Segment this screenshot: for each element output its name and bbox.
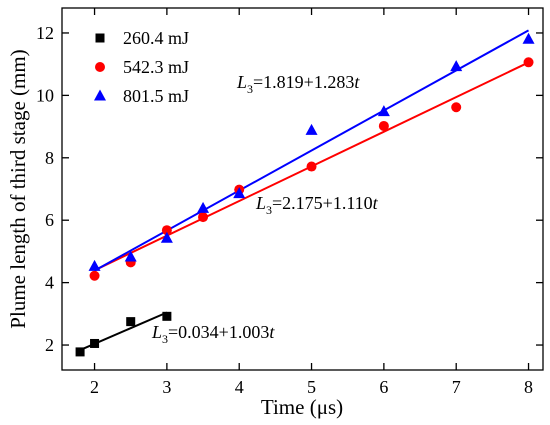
- x-tick-label: 2: [90, 377, 99, 397]
- y-axis-label: Plume length of third stage (mm): [6, 49, 30, 328]
- data-point: [523, 57, 534, 68]
- data-point: [88, 259, 101, 271]
- x-tick-label: 3: [162, 377, 171, 397]
- y-tick-label: 12: [36, 23, 54, 43]
- data-point: [160, 231, 173, 243]
- fit-equations: L3=0.034+1.003t L3=2.175+1.110t L3=1.819+1…: [151, 72, 379, 346]
- data-point: [378, 120, 389, 131]
- legend-marker: [95, 33, 105, 43]
- data-point: [306, 161, 317, 172]
- axis-ticks: 2 3 4 5 6 7 8 2 4 6 8 10 12: [36, 8, 543, 397]
- legend-marker: [95, 62, 105, 72]
- data-point: [450, 60, 463, 72]
- legend-label: 542.3 mJ: [123, 57, 189, 77]
- data-points: [75, 32, 535, 357]
- x-axis-label: Time (μs): [261, 395, 343, 419]
- legend-label: 801.5 mJ: [123, 86, 189, 106]
- legend-marker: [94, 89, 106, 101]
- legend: 260.4 mJ 542.3 mJ 801.5 mJ: [94, 28, 189, 106]
- x-tick-label: 8: [524, 377, 533, 397]
- fit-equation: L3=0.034+1.003t: [151, 322, 275, 346]
- y-tick-label: 6: [45, 210, 54, 230]
- data-point: [197, 201, 210, 213]
- y-tick-label: 4: [45, 273, 54, 293]
- data-point: [451, 102, 462, 113]
- data-point: [305, 123, 318, 135]
- x-tick-label: 4: [235, 377, 244, 397]
- x-tick-label: 7: [452, 377, 461, 397]
- x-tick-label: 5: [307, 377, 316, 397]
- data-point: [377, 105, 390, 117]
- data-point: [126, 317, 136, 327]
- legend-label: 260.4 mJ: [123, 28, 189, 48]
- data-point: [90, 338, 100, 348]
- data-point: [233, 187, 246, 199]
- data-point: [75, 347, 85, 357]
- data-point: [161, 225, 172, 236]
- data-point: [162, 311, 172, 321]
- y-tick-label: 8: [45, 148, 54, 168]
- data-point: [522, 32, 535, 44]
- x-tick-label: 6: [379, 377, 388, 397]
- data-point: [198, 212, 209, 223]
- plot-frame: [61, 7, 544, 371]
- data-point: [89, 270, 100, 281]
- y-tick-label: 2: [45, 335, 54, 355]
- y-tick-label: 10: [36, 85, 54, 105]
- fit-equation: L3=1.819+1.283t: [236, 72, 360, 96]
- fit-equation: L3=2.175+1.110t: [255, 193, 379, 217]
- data-point: [124, 250, 137, 262]
